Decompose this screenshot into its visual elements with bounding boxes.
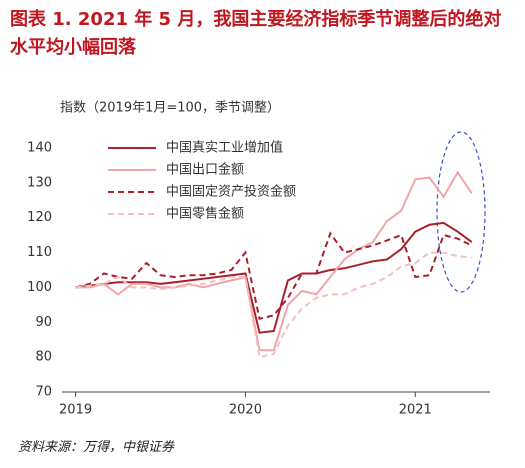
x-tick-label: 2020 — [229, 403, 262, 418]
chart-title: 图表 1. 2021 年 5 月，我国主要经济指标季节调整后的绝对水平均小幅回落 — [10, 9, 502, 58]
highlight-ellipse — [436, 131, 486, 293]
legend-label: 中国真实工业增加值 — [166, 140, 283, 156]
series-line — [75, 231, 473, 321]
y-tick-label: 140 — [27, 141, 52, 156]
series-line — [75, 221, 473, 334]
source-note: 资料来源：万得，中银证券 — [18, 440, 175, 455]
y-tick-label: 120 — [27, 210, 52, 225]
y-tick-label: 130 — [27, 175, 52, 190]
y-tick-label: 80 — [35, 350, 52, 365]
legend-label: 中国零售金额 — [166, 206, 244, 222]
series-line — [75, 251, 472, 359]
series-line — [75, 170, 473, 352]
y-tick-label: 100 — [27, 280, 52, 295]
legend-label: 中国出口金额 — [166, 162, 244, 178]
x-tick-label: 2021 — [399, 403, 432, 418]
y-tick-label: 90 — [35, 315, 52, 330]
x-tick-label: 2019 — [59, 403, 92, 418]
y-tick-label: 70 — [35, 385, 52, 400]
y-axis-label: 指数（2019年1月=100，季节调整） — [60, 101, 280, 116]
y-tick-label: 110 — [27, 245, 52, 260]
legend-label: 中国固定资产投资金额 — [166, 184, 296, 200]
